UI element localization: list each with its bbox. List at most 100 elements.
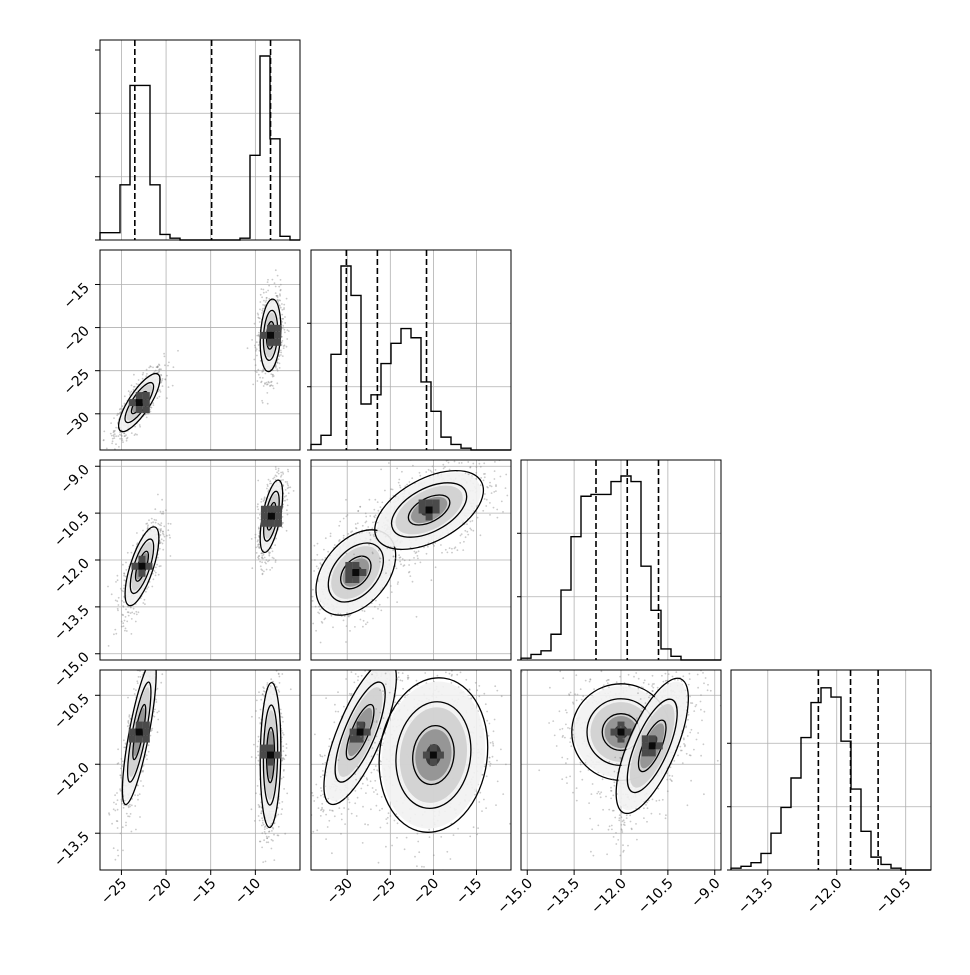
scatter-point [283, 347, 285, 349]
scatter-point [257, 480, 259, 482]
scatter-point [117, 435, 119, 437]
scatter-point [458, 462, 460, 464]
scatter-point [131, 831, 133, 833]
scatter-point [156, 701, 158, 703]
scatter-point [117, 610, 119, 612]
scatter-point [162, 385, 164, 387]
scatter-point [121, 438, 123, 440]
scatter-point [156, 648, 158, 650]
scatter-point [117, 575, 119, 577]
scatter-point [116, 820, 118, 822]
scatter-point [274, 282, 276, 284]
scatter-point [147, 586, 149, 588]
scatter-point [148, 519, 150, 521]
scatter-point [372, 618, 374, 620]
scatter-point [283, 304, 285, 306]
density-square [426, 514, 433, 521]
scatter-point [155, 654, 157, 656]
scatter-point [427, 546, 429, 548]
density-square [138, 556, 145, 563]
scatter-point [155, 567, 157, 569]
scatter-point [157, 494, 159, 496]
scatter-point [120, 775, 122, 777]
scatter-point [281, 314, 283, 316]
scatter-point [258, 332, 260, 334]
scatter-point [364, 610, 366, 612]
histogram-step [311, 266, 511, 450]
scatter-point [493, 491, 495, 493]
scatter-point [142, 530, 144, 532]
scatter-point [396, 568, 398, 570]
scatter-point [316, 566, 318, 568]
scatter-point [451, 456, 453, 458]
scatter-point [124, 395, 126, 397]
scatter-point [136, 434, 138, 436]
scatter-point [128, 716, 130, 718]
scatter-point [257, 517, 259, 519]
scatter-point [115, 581, 117, 583]
scatter-point [285, 495, 287, 497]
scatter-point [124, 403, 126, 405]
scatter-point [123, 807, 125, 809]
scatter-point [408, 564, 410, 566]
scatter-point [430, 470, 432, 472]
scatter-point [258, 543, 260, 545]
scatter-point [154, 663, 156, 665]
scatter-point [260, 294, 262, 296]
scatter-point [313, 570, 315, 572]
scatter-point [117, 827, 119, 829]
scatter-point [120, 833, 122, 835]
scatter-point [459, 542, 461, 544]
scatter-point [158, 364, 160, 366]
scatter-point [275, 559, 277, 561]
scatter-point [493, 507, 495, 509]
scatter-point [151, 586, 153, 588]
scatter-point [283, 500, 285, 502]
scatter-point [131, 451, 133, 453]
panel-2-0 [100, 449, 300, 660]
density-square [136, 399, 143, 406]
scatter-point [267, 281, 269, 283]
scatter-point [254, 345, 256, 347]
scatter-point [312, 600, 314, 602]
scatter-point [133, 386, 135, 388]
scatter-point [332, 626, 334, 628]
scatter-point [121, 803, 123, 805]
scatter-point [262, 558, 264, 560]
scatter-point [146, 588, 148, 590]
scatter-point [115, 859, 117, 861]
scatter-point [346, 553, 348, 555]
scatter-point [112, 440, 114, 442]
scatter-point [376, 531, 378, 533]
scatter-point [133, 688, 135, 690]
scatter-point [137, 682, 139, 684]
scatter-point [469, 528, 471, 530]
scatter-point [158, 710, 160, 712]
scatter-point [142, 785, 144, 787]
scatter-point [125, 628, 127, 630]
scatter-point [266, 559, 268, 561]
scatter-point [254, 370, 256, 372]
scatter-point [146, 758, 148, 760]
scatter-point [419, 475, 421, 477]
scatter-point [161, 513, 163, 515]
scatter-point [314, 559, 316, 561]
density-square [268, 506, 275, 513]
scatter-point [263, 300, 265, 302]
scatter-point [287, 483, 289, 485]
scatter-point [267, 279, 269, 281]
density-square [352, 562, 359, 569]
scatter-point [118, 604, 120, 606]
scatter-point [355, 533, 357, 535]
scatter-point [170, 523, 172, 525]
scatter-point [133, 389, 135, 391]
scatter-point [283, 345, 285, 347]
scatter-point [372, 553, 374, 555]
scatter-point [480, 534, 482, 536]
scatter-point [371, 528, 373, 530]
scatter-point [286, 338, 288, 340]
scatter-point [275, 269, 277, 271]
scatter-point [125, 616, 127, 618]
scatter-point [445, 549, 447, 551]
